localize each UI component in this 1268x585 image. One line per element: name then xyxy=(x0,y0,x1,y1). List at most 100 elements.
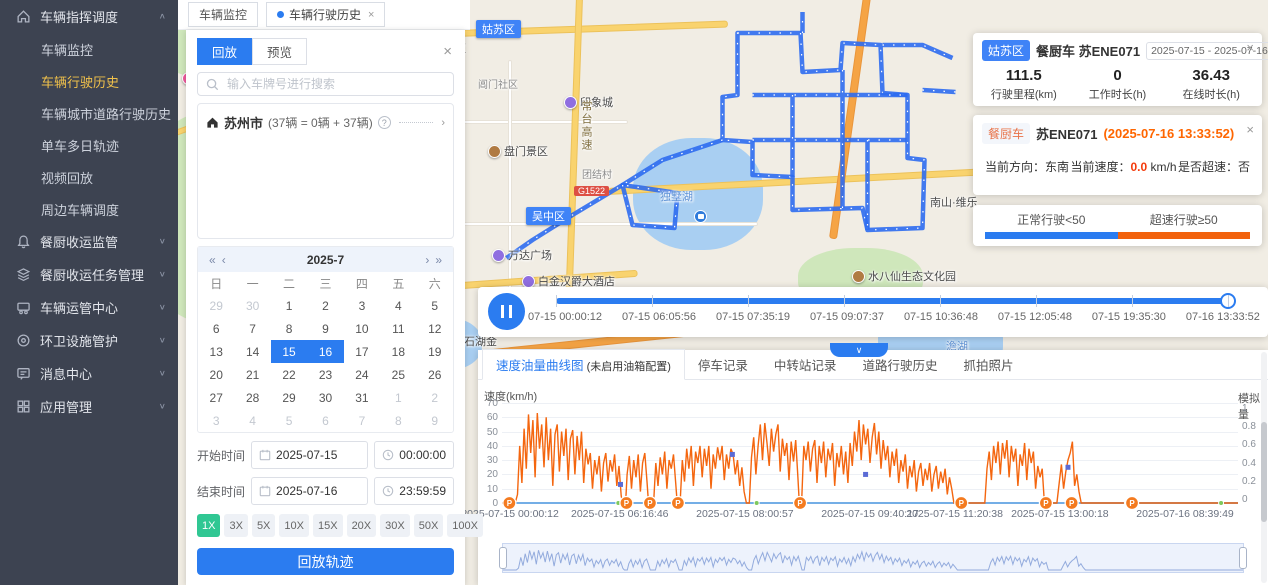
vertical-scrollbar[interactable] xyxy=(1261,352,1267,583)
navigator-right-handle[interactable] xyxy=(1239,547,1247,569)
navigator-left-handle[interactable] xyxy=(499,547,507,569)
calendar-day[interactable]: 30 xyxy=(245,298,260,313)
calendar-day[interactable]: 13 xyxy=(209,344,223,359)
tree-root-row[interactable]: 苏州市 (37辆 = 0辆 + 37辆) ? › xyxy=(206,113,445,132)
calendar-day[interactable]: 9 xyxy=(322,321,329,336)
calendar-day[interactable]: 3 xyxy=(212,413,220,428)
calendar-day[interactable]: 6 xyxy=(212,321,220,336)
tree-expand-icon[interactable]: › xyxy=(441,116,445,129)
sidebar-subitem[interactable]: 视频回放 xyxy=(41,170,94,186)
end-clock-field[interactable]: 23:59:59 xyxy=(374,477,454,506)
calendar-day[interactable]: 5 xyxy=(285,413,293,428)
calendar-day[interactable]: 2 xyxy=(322,298,329,313)
calendar-day[interactable]: 4 xyxy=(395,298,402,313)
calendar-day[interactable]: 3 xyxy=(358,298,366,313)
calendar-day[interactable]: 21 xyxy=(245,367,260,382)
sidebar-item-2[interactable]: 餐厨收运任务管理 ∨ xyxy=(0,258,178,291)
calendar-day[interactable]: 20 xyxy=(209,367,223,382)
prev-month-icon[interactable]: ‹ xyxy=(221,252,226,267)
tab-replay[interactable]: 回放 xyxy=(197,38,253,65)
calendar-day[interactable]: 18 xyxy=(391,344,406,359)
sidebar-subitem[interactable]: 车辆城市道路行驶历史 xyxy=(41,106,172,122)
date-range-box[interactable]: 2025-07-15 - 2025-07-16 xyxy=(1146,41,1268,60)
sidebar-subitem[interactable]: 车辆监控 xyxy=(41,42,94,58)
calendar-day[interactable]: 10 xyxy=(355,321,369,336)
calendar-day[interactable]: 19 xyxy=(428,344,442,359)
calendar-day[interactable]: 23 xyxy=(318,367,333,382)
speed-chip-30x[interactable]: 30X xyxy=(380,514,410,538)
chart-tab-2[interactable]: 中转站记录 xyxy=(773,359,837,373)
calendar-day[interactable]: 2 xyxy=(431,390,439,405)
calendar-day[interactable]: 29 xyxy=(209,298,223,313)
calendar-day[interactable]: 31 xyxy=(355,390,369,405)
tab-preview[interactable]: 预览 xyxy=(252,38,308,65)
speed-chip-15x[interactable]: 15X xyxy=(312,514,343,538)
prev-year-icon[interactable]: « xyxy=(209,252,216,267)
calendar-day[interactable]: 17 xyxy=(355,344,369,359)
calendar-day[interactable]: 25 xyxy=(391,367,406,382)
calendar-day[interactable]: 28 xyxy=(245,390,260,405)
speed-chip-50x[interactable]: 50X xyxy=(413,514,444,538)
calendar-day[interactable]: 15 xyxy=(270,340,308,364)
scrollbar-thumb[interactable] xyxy=(1261,422,1267,522)
calendar-day[interactable]: 8 xyxy=(285,321,293,336)
calendar-day[interactable]: 8 xyxy=(395,413,402,428)
sidebar-subitem[interactable]: 单车多日轨迹 xyxy=(41,138,120,154)
calendar-day[interactable]: 7 xyxy=(249,321,256,336)
sidebar-subitem[interactable]: 车辆行驶历史 xyxy=(41,74,120,90)
close-tab-icon[interactable]: × xyxy=(368,8,375,21)
chart-tab-1[interactable]: 停车记录 xyxy=(697,359,748,373)
calendar-day[interactable]: 14 xyxy=(245,344,260,359)
calendar-day[interactable]: 4 xyxy=(249,413,256,428)
calendar-day[interactable]: 1 xyxy=(285,298,293,313)
calendar-day[interactable]: 12 xyxy=(428,321,442,336)
calendar-day[interactable]: 29 xyxy=(282,390,296,405)
sidebar-item-0[interactable]: 车辆指挥调度 ∧ xyxy=(0,0,178,33)
timeline-slider[interactable] xyxy=(556,293,1236,309)
calendar-day[interactable]: 9 xyxy=(431,413,439,428)
start-date-field[interactable]: 2025-07-15 xyxy=(251,441,369,470)
collapse-panel-button[interactable]: ∨ xyxy=(830,343,888,357)
speed-chip-5x[interactable]: 5X xyxy=(251,514,276,538)
start-clock-field[interactable]: 00:00:00 xyxy=(374,441,454,470)
parking-marker-icon: P xyxy=(670,495,686,511)
calendar-day[interactable]: 27 xyxy=(209,390,223,405)
sidebar-item-3[interactable]: 车辆运管中心 ∨ xyxy=(0,291,178,324)
next-year-icon[interactable]: » xyxy=(435,252,442,267)
calendar-day[interactable]: 22 xyxy=(282,367,296,382)
speed-chip-10x[interactable]: 10X xyxy=(279,514,309,538)
close-icon[interactable]: × xyxy=(1246,122,1254,137)
calendar-day[interactable]: 30 xyxy=(318,390,333,405)
speed-chip-1x[interactable]: 1X xyxy=(197,514,221,538)
chart-tab-4[interactable]: 抓拍照片 xyxy=(963,359,1014,373)
speed-chip-20x[interactable]: 20X xyxy=(346,514,377,538)
search-input[interactable] xyxy=(225,76,445,92)
speed-chip-100x[interactable]: 100X xyxy=(447,514,483,538)
calendar-day[interactable]: 16 xyxy=(307,340,344,364)
window-tab-0[interactable]: 车辆监控 xyxy=(188,2,259,27)
window-tab-1[interactable]: 车辆行驶历史 × xyxy=(266,2,386,27)
sidebar-item-1[interactable]: 餐厨收运监管 ∨ xyxy=(0,225,178,258)
sidebar-item-4[interactable]: 环卫设施管护 ∨ xyxy=(0,324,178,357)
chart-tab-3[interactable]: 道路行驶历史 xyxy=(862,359,938,373)
replay-track-button[interactable]: 回放轨迹 xyxy=(197,548,454,575)
sidebar-item-6[interactable]: 应用管理 ∨ xyxy=(0,390,178,423)
speed-chip-3x[interactable]: 3X xyxy=(224,514,248,538)
chart-tab-0[interactable]: 速度油量曲线图 (未启用油箱配置) xyxy=(482,349,685,380)
calendar-day[interactable]: 26 xyxy=(428,367,442,382)
calendar-day[interactable]: 7 xyxy=(358,413,366,428)
help-icon[interactable]: ? xyxy=(377,116,391,129)
calendar-day[interactable]: 24 xyxy=(355,367,369,382)
calendar-day[interactable]: 6 xyxy=(322,413,329,428)
sidebar-subitem[interactable]: 周边车辆调度 xyxy=(41,202,120,218)
calendar-day[interactable]: 11 xyxy=(392,321,405,336)
pause-button[interactable] xyxy=(488,293,525,330)
calendar-day[interactable]: 1 xyxy=(395,390,402,405)
end-date-field[interactable]: 2025-07-16 xyxy=(251,477,369,506)
calendar-day[interactable]: 5 xyxy=(431,298,439,313)
close-icon[interactable]: × xyxy=(443,43,452,60)
chart-navigator[interactable] xyxy=(499,543,1247,573)
sidebar-item-5[interactable]: 消息中心 ∨ xyxy=(0,357,178,390)
next-month-icon[interactable]: › xyxy=(425,252,430,267)
close-icon[interactable]: × xyxy=(1246,40,1254,55)
